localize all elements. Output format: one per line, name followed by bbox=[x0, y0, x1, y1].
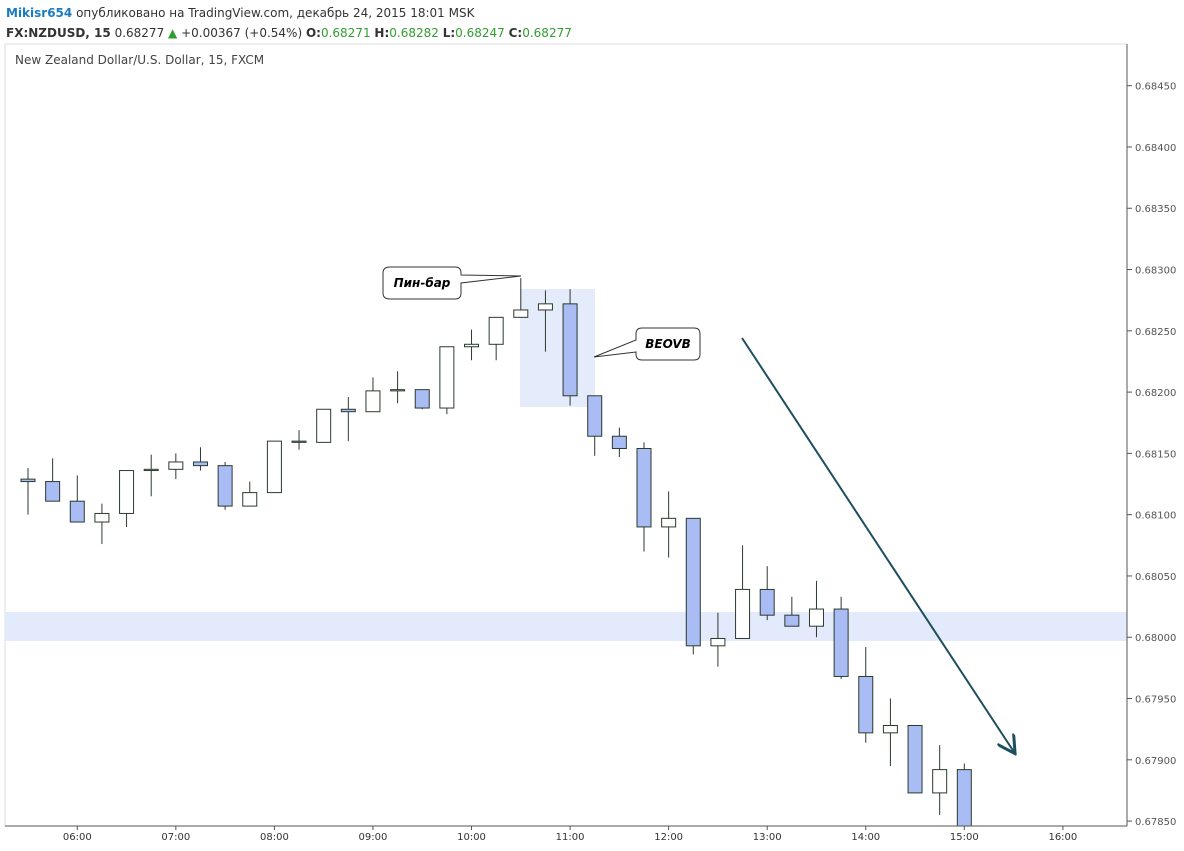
candle-body bbox=[488, 316, 504, 345]
candle-body bbox=[266, 440, 282, 494]
candle-body bbox=[365, 390, 381, 413]
y-tick-label: 0.68050 bbox=[1135, 572, 1176, 583]
highlight-box bbox=[520, 289, 595, 407]
candle-body bbox=[513, 309, 529, 318]
ohlc-value: 0.68277 bbox=[522, 26, 572, 40]
x-tick-label: 12:00 bbox=[654, 832, 683, 843]
ohlc-label: H: bbox=[374, 26, 390, 40]
y-tick-label: 0.68100 bbox=[1135, 511, 1176, 522]
candle-body bbox=[45, 481, 61, 502]
x-tick-label: 09:00 bbox=[359, 832, 388, 843]
candle-body bbox=[956, 769, 972, 826]
candle-body bbox=[882, 724, 898, 734]
ohlc-value: 0.68271 bbox=[320, 26, 371, 40]
x-tick-label: 14:00 bbox=[851, 832, 880, 843]
callout bbox=[382, 266, 522, 300]
ohlc-label: C: bbox=[508, 26, 523, 40]
candle-body bbox=[661, 517, 677, 528]
y-tick-label: 0.68450 bbox=[1135, 82, 1176, 93]
x-tick-label: 11:00 bbox=[556, 832, 585, 843]
ohlc-value: 0.68282 bbox=[389, 26, 439, 40]
ohlc-label: L: bbox=[442, 26, 456, 40]
header-line: Mikisr654 опубликовано на TradingView.co… bbox=[6, 3, 572, 23]
x-tick-label: 15:00 bbox=[950, 832, 979, 843]
candle-body bbox=[94, 512, 110, 523]
candle-body bbox=[119, 470, 135, 514]
candle-body bbox=[20, 478, 36, 483]
x-tick-label: 10:00 bbox=[457, 832, 486, 843]
candle-body bbox=[464, 343, 480, 348]
candle-body bbox=[562, 303, 578, 397]
candle-body bbox=[168, 461, 184, 470]
author[interactable]: Mikisr654 bbox=[6, 6, 73, 20]
candle-body bbox=[217, 465, 233, 507]
candle-body bbox=[907, 724, 923, 794]
candle-body bbox=[759, 588, 775, 616]
up-arrow: ▲ bbox=[168, 26, 178, 40]
y-tick-label: 0.67950 bbox=[1135, 695, 1176, 706]
y-tick-label: 0.67850 bbox=[1135, 817, 1176, 828]
candle-body bbox=[291, 440, 307, 443]
header-line: FX:NZDUSD, 15 0.68277 ▲ +0.00367 (+0.54%… bbox=[6, 23, 572, 43]
candle-body bbox=[636, 447, 652, 528]
ohlc-value: 0.68247 bbox=[455, 26, 505, 40]
candle-body bbox=[611, 435, 627, 449]
candle-body bbox=[735, 588, 751, 639]
symbol: FX:NZDUSD, 15 bbox=[6, 26, 111, 40]
candle-body bbox=[932, 769, 948, 794]
change: +0.00367 (+0.54%) bbox=[181, 26, 303, 40]
candle-body bbox=[390, 389, 406, 392]
x-tick-label: 07:00 bbox=[161, 832, 190, 843]
candle-body bbox=[587, 395, 603, 437]
y-tick-label: 0.68150 bbox=[1135, 449, 1176, 460]
candle-body bbox=[833, 608, 849, 677]
candle-body bbox=[340, 408, 356, 413]
chart-title: New Zealand Dollar/U.S. Dollar, 15, FXCM bbox=[15, 53, 264, 67]
candle-body bbox=[784, 614, 800, 627]
annotation-text: Пин-бар bbox=[394, 276, 451, 290]
zone-band bbox=[5, 612, 1127, 641]
y-tick-label: 0.68200 bbox=[1135, 388, 1176, 399]
candle-body bbox=[414, 389, 430, 409]
header: Mikisr654 опубликовано на TradingView.co… bbox=[6, 3, 572, 43]
candle-body bbox=[710, 637, 726, 647]
x-tick-label: 16:00 bbox=[1048, 832, 1077, 843]
last: 0.68277 bbox=[114, 26, 165, 40]
candles bbox=[20, 278, 972, 826]
candle-body bbox=[69, 500, 85, 523]
candle-body bbox=[143, 468, 159, 472]
candle-body bbox=[685, 517, 701, 647]
candle-body bbox=[537, 303, 553, 311]
candle-body bbox=[439, 346, 455, 409]
candle-body bbox=[858, 675, 874, 734]
x-tick-label: 08:00 bbox=[260, 832, 289, 843]
published: опубликовано на TradingView.com, декабрь… bbox=[76, 6, 475, 20]
annotation-text: BEOVB bbox=[645, 337, 691, 351]
callout bbox=[593, 327, 701, 361]
plot-area bbox=[4, 43, 1128, 827]
ohlc-label: O: bbox=[305, 26, 321, 40]
y-tick-label: 0.68400 bbox=[1135, 143, 1176, 154]
y-tick-label: 0.68000 bbox=[1135, 633, 1176, 644]
x-tick-label: 13:00 bbox=[753, 832, 782, 843]
trend-arrow bbox=[741, 337, 1014, 752]
x-tick-label: 06:00 bbox=[63, 832, 92, 843]
y-tick-label: 0.67900 bbox=[1135, 756, 1176, 767]
y-tick-label: 0.68350 bbox=[1135, 204, 1176, 215]
candle-body bbox=[242, 492, 258, 507]
y-tick-label: 0.68250 bbox=[1135, 327, 1176, 338]
candle-body bbox=[316, 408, 332, 443]
candle-body bbox=[192, 461, 208, 467]
y-tick-label: 0.68300 bbox=[1135, 266, 1176, 277]
candle-body bbox=[808, 608, 824, 627]
